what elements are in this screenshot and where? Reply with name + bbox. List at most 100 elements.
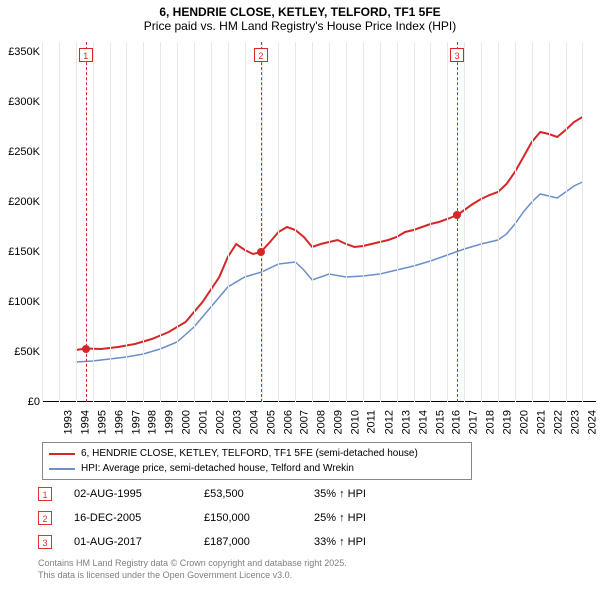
y-axis-label: £0 (0, 396, 40, 408)
gridline (194, 42, 195, 402)
x-axis-label: 2008 (316, 410, 328, 434)
marker-line (457, 42, 458, 402)
marker-box: 1 (79, 48, 93, 62)
gridline (126, 42, 127, 402)
gridline (110, 42, 111, 402)
y-axis-label: £100K (0, 296, 40, 308)
x-axis-label: 2014 (417, 410, 429, 434)
legend-swatch (49, 468, 75, 470)
gridline (93, 42, 94, 402)
x-axis-label: 2021 (535, 410, 547, 434)
gridline (481, 42, 482, 402)
x-axis-label: 1993 (62, 410, 74, 434)
gridline (582, 42, 583, 402)
x-axis-label: 2004 (248, 410, 260, 434)
x-axis-label: 2020 (519, 410, 531, 434)
sale-date: 01-AUG-2017 (74, 536, 204, 548)
legend-item: HPI: Average price, semi-detached house,… (49, 461, 465, 476)
x-axis-label: 1997 (130, 410, 142, 434)
marker-box: 3 (450, 48, 464, 62)
table-row: 3 01-AUG-2017 £187,000 33% ↑ HPI (38, 530, 414, 554)
x-axis-label: 2024 (586, 410, 598, 434)
x-axis-label: 2013 (400, 410, 412, 434)
gridline (177, 42, 178, 402)
sale-marker-icon: 3 (38, 535, 52, 549)
x-axis-label: 1995 (96, 410, 108, 434)
x-axis-label: 2011 (366, 410, 378, 434)
gridline (414, 42, 415, 402)
x-axis-label: 2002 (214, 410, 226, 434)
sale-pct: 25% ↑ HPI (314, 512, 414, 524)
footer: Contains HM Land Registry data © Crown c… (38, 558, 347, 581)
marker-dot (453, 211, 461, 219)
gridline (380, 42, 381, 402)
footer-line: Contains HM Land Registry data © Crown c… (38, 558, 347, 570)
y-axis-label: £50K (0, 346, 40, 358)
gridline (160, 42, 161, 402)
legend-item: 6, HENDRIE CLOSE, KETLEY, TELFORD, TF1 5… (49, 446, 465, 461)
marker-line (261, 42, 262, 402)
sale-price: £187,000 (204, 536, 314, 548)
table-row: 1 02-AUG-1995 £53,500 35% ↑ HPI (38, 482, 414, 506)
gridline (566, 42, 567, 402)
x-axis-label: 2012 (383, 410, 395, 434)
x-axis-label: 2007 (299, 410, 311, 434)
sales-table: 1 02-AUG-1995 £53,500 35% ↑ HPI 2 16-DEC… (38, 482, 414, 554)
marker-box: 2 (254, 48, 268, 62)
x-axis-label: 2003 (231, 410, 243, 434)
gridline (447, 42, 448, 402)
gridline (397, 42, 398, 402)
sale-price: £53,500 (204, 488, 314, 500)
y-axis-label: £150K (0, 246, 40, 258)
table-row: 2 16-DEC-2005 £150,000 25% ↑ HPI (38, 506, 414, 530)
title-subtitle: Price paid vs. HM Land Registry's House … (0, 19, 600, 33)
y-axis-label: £250K (0, 146, 40, 158)
x-axis-label: 2015 (434, 410, 446, 434)
x-axis-label: 2001 (198, 410, 210, 434)
x-axis-label: 2010 (350, 410, 362, 434)
gridline (42, 42, 43, 402)
x-axis-label: 1996 (113, 410, 125, 434)
y-axis-label: £300K (0, 96, 40, 108)
footer-line: This data is licensed under the Open Gov… (38, 570, 347, 582)
y-axis-label: £200K (0, 196, 40, 208)
y-axis-label: £350K (0, 46, 40, 58)
sale-pct: 33% ↑ HPI (314, 536, 414, 548)
x-axis-label: 2022 (552, 410, 564, 434)
x-axis-label: 1998 (147, 410, 159, 434)
title-address: 6, HENDRIE CLOSE, KETLEY, TELFORD, TF1 5… (0, 5, 600, 19)
x-axis-label: 2023 (569, 410, 581, 434)
gridline (211, 42, 212, 402)
gridline (295, 42, 296, 402)
x-axis-label: 2018 (485, 410, 497, 434)
x-axis-label: 2016 (451, 410, 463, 434)
gridline (430, 42, 431, 402)
gridline (228, 42, 229, 402)
legend-label: 6, HENDRIE CLOSE, KETLEY, TELFORD, TF1 5… (81, 448, 418, 459)
gridline (498, 42, 499, 402)
gridline (143, 42, 144, 402)
x-axis-label: 2006 (282, 410, 294, 434)
gridline (549, 42, 550, 402)
sale-date: 02-AUG-1995 (74, 488, 204, 500)
chart-container: 6, HENDRIE CLOSE, KETLEY, TELFORD, TF1 5… (0, 0, 600, 590)
gridline (532, 42, 533, 402)
title: 6, HENDRIE CLOSE, KETLEY, TELFORD, TF1 5… (0, 0, 600, 35)
x-axis-label: 2009 (333, 410, 345, 434)
gridline (76, 42, 77, 402)
gridline (245, 42, 246, 402)
x-axis-label: 2005 (265, 410, 277, 434)
sale-marker-icon: 2 (38, 511, 52, 525)
gridline (363, 42, 364, 402)
plot-region: £0£50K£100K£150K£200K£250K£300K£350K1993… (42, 42, 596, 402)
gridline (515, 42, 516, 402)
chart-svg (42, 42, 596, 402)
x-axis-label: 2000 (181, 410, 193, 434)
gridline (329, 42, 330, 402)
marker-dot (82, 345, 90, 353)
x-axis-label: 2019 (502, 410, 514, 434)
x-axis-label: 1999 (164, 410, 176, 434)
gridline (59, 42, 60, 402)
legend: 6, HENDRIE CLOSE, KETLEY, TELFORD, TF1 5… (42, 442, 472, 480)
chart-area: £0£50K£100K£150K£200K£250K£300K£350K1993… (42, 42, 596, 402)
